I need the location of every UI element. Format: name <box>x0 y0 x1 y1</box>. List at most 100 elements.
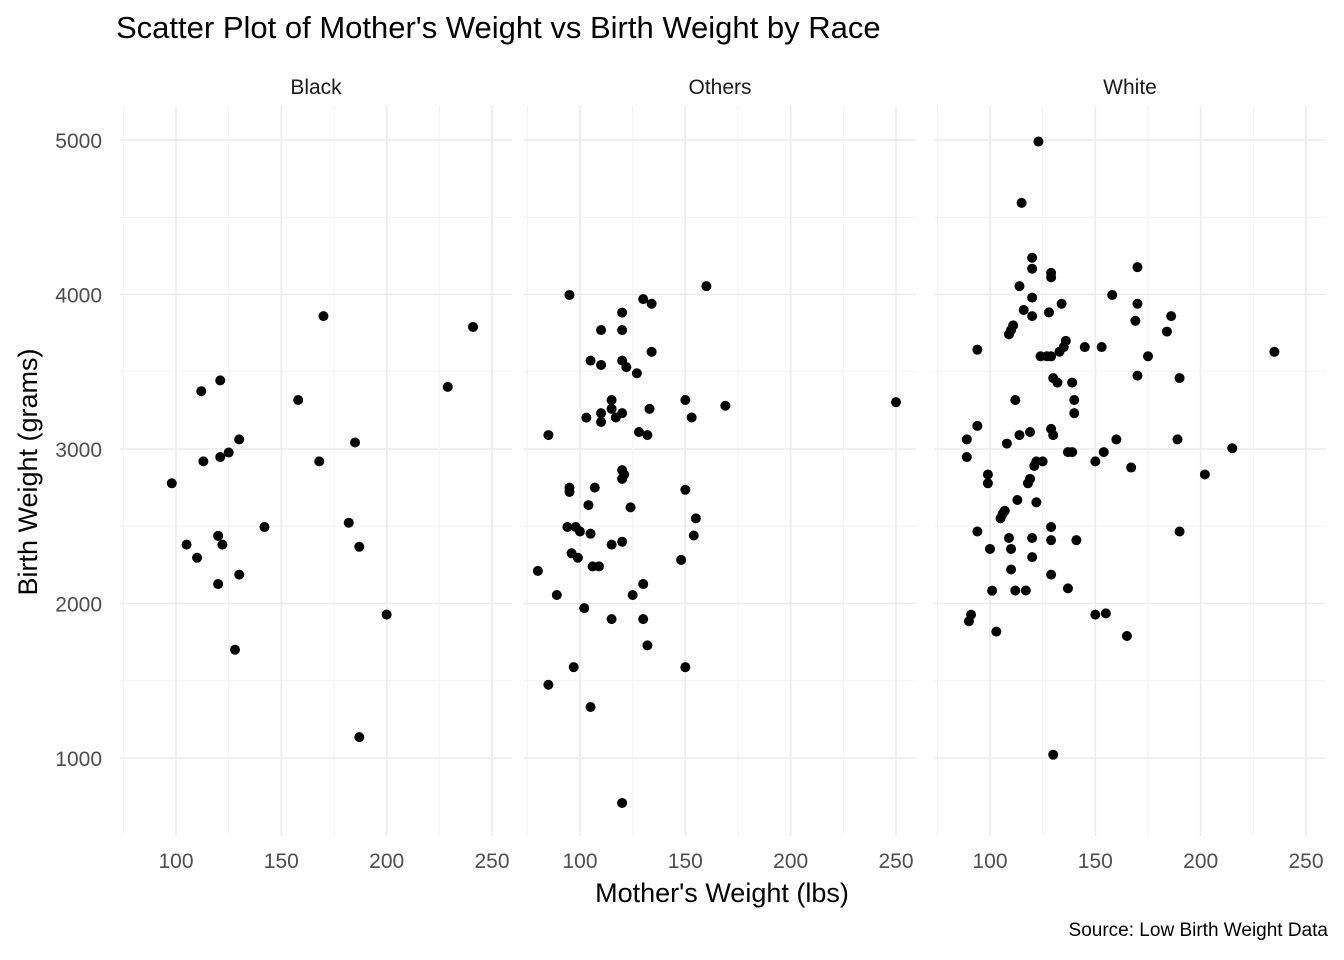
chart-caption: Source: Low Birth Weight Data <box>1068 920 1328 941</box>
data-point <box>1056 298 1067 309</box>
data-point <box>215 375 226 386</box>
data-point <box>1016 197 1027 208</box>
data-point <box>1046 569 1057 580</box>
data-point <box>642 640 653 651</box>
data-point <box>1025 473 1036 484</box>
data-point <box>1027 252 1038 263</box>
data-point <box>646 298 657 309</box>
data-point <box>1006 543 1017 554</box>
x-axis-label: Mother's Weight (lbs) <box>595 878 849 908</box>
data-point <box>1014 430 1025 441</box>
data-point <box>686 412 697 423</box>
data-point <box>617 408 628 419</box>
data-point <box>596 359 607 370</box>
data-point <box>1090 609 1101 620</box>
data-point <box>543 430 554 441</box>
x-tick-label: 150 <box>1078 850 1113 873</box>
data-point <box>1096 342 1107 353</box>
data-point <box>585 528 596 539</box>
data-point <box>701 281 712 292</box>
data-point <box>638 614 649 625</box>
data-point <box>1172 434 1183 445</box>
data-point <box>223 447 234 458</box>
data-point <box>1046 522 1057 533</box>
data-point <box>343 517 354 528</box>
data-point <box>680 395 691 406</box>
y-axis-label: Birth Weight (grams) <box>13 348 43 595</box>
data-point <box>318 311 329 322</box>
data-point <box>1132 298 1143 309</box>
data-point <box>564 289 575 300</box>
data-point <box>196 386 207 397</box>
data-point <box>1067 377 1078 388</box>
x-tick-label: 150 <box>264 850 299 873</box>
data-point <box>982 478 993 489</box>
data-point <box>619 469 630 480</box>
data-point <box>1067 447 1078 458</box>
data-point <box>606 395 617 406</box>
data-point <box>1048 749 1059 760</box>
data-point <box>213 579 224 590</box>
data-point <box>1027 311 1038 322</box>
data-point <box>638 294 649 305</box>
data-point <box>1027 552 1038 563</box>
facet-label-black: Black <box>290 76 342 99</box>
data-point <box>564 486 575 497</box>
data-point <box>991 626 1002 637</box>
data-point <box>354 541 365 552</box>
data-point <box>638 579 649 590</box>
data-point <box>1008 320 1019 331</box>
data-point <box>381 609 392 620</box>
data-point <box>1025 427 1036 438</box>
data-point <box>999 505 1010 516</box>
data-point <box>621 362 632 373</box>
data-point <box>354 732 365 743</box>
data-point <box>589 482 600 493</box>
data-point <box>966 609 977 620</box>
data-point <box>982 469 993 480</box>
data-point <box>583 500 594 511</box>
data-point <box>1227 443 1238 454</box>
data-point <box>1100 608 1111 619</box>
data-point <box>562 522 573 533</box>
data-point <box>617 307 628 318</box>
data-point <box>596 416 607 427</box>
data-point <box>1037 456 1048 467</box>
data-point <box>181 539 192 550</box>
data-point <box>1048 430 1059 441</box>
data-point <box>1027 292 1038 303</box>
data-point <box>1060 335 1071 346</box>
data-point <box>581 412 592 423</box>
data-point <box>551 590 562 601</box>
data-point <box>1090 456 1101 467</box>
data-point <box>961 434 972 445</box>
data-point <box>1121 630 1132 641</box>
data-point <box>972 526 983 537</box>
x-tick-label: 100 <box>562 850 597 873</box>
data-point <box>631 368 642 379</box>
facet-panel-others: Others 100 150 200 250 <box>524 76 916 873</box>
data-point <box>1269 346 1280 357</box>
data-point <box>1069 395 1080 406</box>
data-point <box>1027 263 1038 274</box>
data-point <box>596 325 607 336</box>
data-point <box>688 530 699 541</box>
facet-label-white: White <box>1103 76 1157 99</box>
data-point <box>1130 315 1141 326</box>
data-point <box>680 662 691 673</box>
x-tick-label: 200 <box>1183 850 1218 873</box>
facet-label-others: Others <box>688 76 751 99</box>
data-point <box>314 456 325 467</box>
data-point <box>1052 377 1063 388</box>
data-point <box>192 552 203 563</box>
data-point <box>229 644 240 655</box>
data-point <box>1069 408 1080 419</box>
data-point <box>606 539 617 550</box>
facet-panel-white: White 100 150 200 250 <box>934 76 1326 873</box>
data-point <box>625 502 636 513</box>
data-point <box>1098 447 1109 458</box>
data-point <box>1046 535 1057 546</box>
data-point <box>575 526 585 537</box>
data-point <box>585 355 596 366</box>
